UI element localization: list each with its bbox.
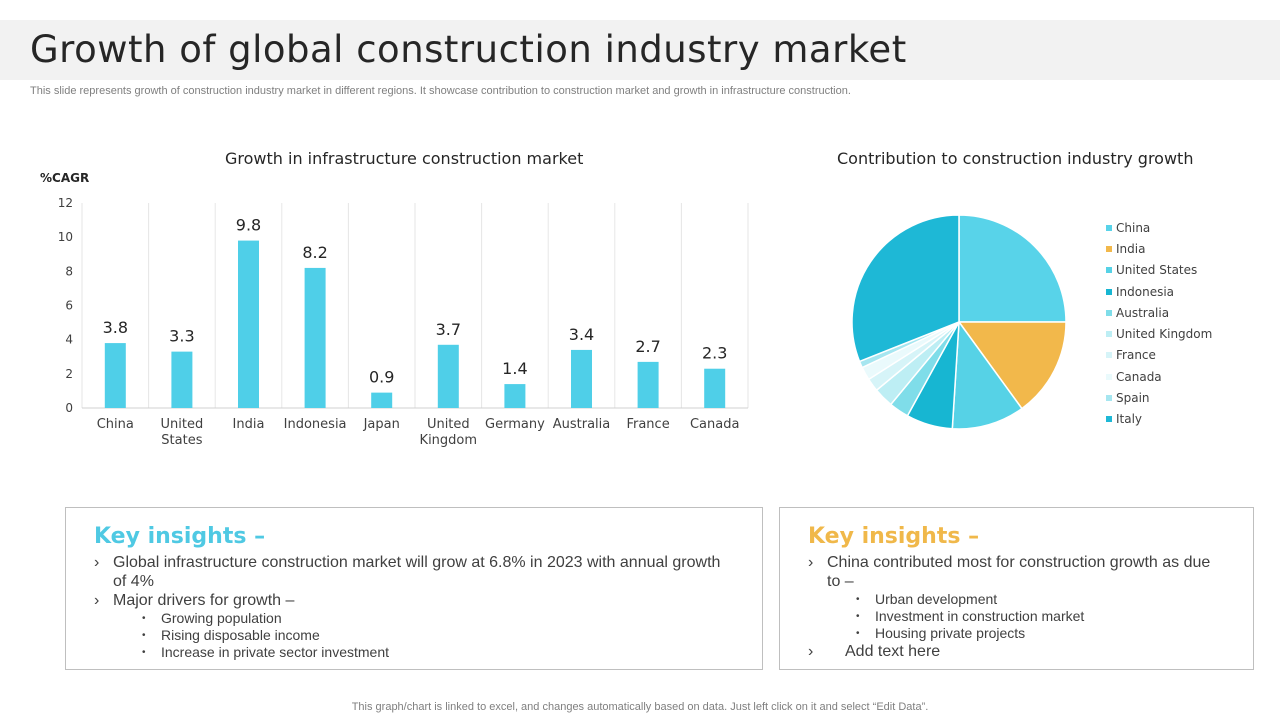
x-tick-label: Germany bbox=[485, 417, 545, 432]
page-subtitle: This slide represents growth of construc… bbox=[30, 85, 851, 97]
title-bar bbox=[0, 20, 1280, 80]
bar-value-label: 3.3 bbox=[169, 327, 194, 346]
legend-item: Canada bbox=[1106, 366, 1212, 387]
insight-subpoint: Rising disposable income bbox=[142, 627, 732, 644]
insight-subpoint: Housing private projects bbox=[856, 625, 1223, 642]
insights-right-heading: Key insights – bbox=[808, 524, 980, 549]
bar-value-label: 0.9 bbox=[369, 368, 394, 387]
insights-right-box: Key insights – China contributed most fo… bbox=[779, 507, 1254, 670]
bar-value-label: 3.8 bbox=[103, 318, 128, 337]
bar bbox=[104, 343, 126, 408]
legend-swatch bbox=[1106, 224, 1112, 231]
bar bbox=[704, 368, 726, 408]
legend-label: Italy bbox=[1116, 412, 1143, 427]
bar bbox=[238, 240, 259, 408]
x-tick-label: Canada bbox=[690, 417, 739, 432]
legend-item: Australia bbox=[1106, 302, 1212, 323]
y-tick-label: 6 bbox=[65, 299, 73, 313]
page-title: Growth of global construction industry m… bbox=[30, 28, 907, 71]
bar bbox=[637, 361, 659, 408]
legend-swatch bbox=[1106, 352, 1112, 359]
y-tick-label: 2 bbox=[65, 367, 73, 381]
x-tick-label: United States bbox=[161, 417, 204, 448]
legend-label: Spain bbox=[1116, 391, 1150, 406]
y-tick-label: 4 bbox=[65, 333, 73, 347]
insight-subpoint: Urban development bbox=[856, 591, 1223, 608]
insight-point: China contributed most for construction … bbox=[808, 553, 1223, 591]
x-tick-label: Japan bbox=[363, 417, 400, 432]
x-tick-label: Australia bbox=[553, 417, 611, 432]
legend-label: Canada bbox=[1116, 369, 1162, 384]
legend-swatch bbox=[1106, 416, 1112, 423]
legend-label: United States bbox=[1116, 263, 1198, 278]
footer-note: This graph/chart is linked to excel, and… bbox=[351, 701, 929, 713]
bar-value-label: 2.3 bbox=[702, 344, 727, 363]
legend-label: China bbox=[1116, 220, 1151, 235]
y-tick-label: 0 bbox=[65, 401, 73, 415]
bar-value-label: 3.7 bbox=[436, 320, 461, 339]
x-tick-label: Indonesia bbox=[284, 417, 347, 432]
legend-label: France bbox=[1116, 348, 1156, 363]
legend-label: United Kingdom bbox=[1116, 327, 1213, 342]
bar-value-label: 1.4 bbox=[502, 359, 527, 378]
bar-value-label: 2.7 bbox=[635, 337, 660, 356]
bar-chart-title: Growth in infrastructure construction ma… bbox=[225, 149, 584, 168]
bar bbox=[371, 392, 393, 408]
bar-value-label: 9.8 bbox=[236, 216, 261, 235]
legend-swatch bbox=[1106, 245, 1112, 252]
legend-swatch bbox=[1106, 373, 1112, 380]
bar bbox=[304, 267, 326, 408]
legend-swatch bbox=[1106, 267, 1112, 274]
y-tick-label: 8 bbox=[65, 264, 73, 278]
legend-label: Australia bbox=[1116, 305, 1170, 320]
legend-item: France bbox=[1106, 345, 1212, 366]
bar bbox=[437, 344, 459, 408]
insight-subpoint: Growing population bbox=[142, 610, 732, 627]
legend-label: India bbox=[1116, 241, 1146, 256]
y-tick-label: 10 bbox=[58, 230, 73, 244]
insights-left-heading: Key insights – bbox=[94, 524, 266, 549]
legend-item: China bbox=[1106, 217, 1212, 238]
insight-point: Major drivers for growth – bbox=[94, 591, 732, 610]
x-tick-label: United Kingdom bbox=[420, 417, 478, 448]
y-tick-label: 12 bbox=[58, 196, 73, 210]
pie-legend: China India United States Indonesia Australi… bbox=[1106, 217, 1212, 430]
legend-swatch bbox=[1106, 288, 1112, 295]
x-tick-label: India bbox=[233, 417, 265, 432]
pie-chart-title: Contribution to construction industry gr… bbox=[837, 149, 1194, 168]
legend-swatch bbox=[1106, 309, 1112, 316]
bar-value-label: 8.2 bbox=[302, 243, 327, 262]
bar bbox=[571, 349, 592, 408]
add-text-placeholder[interactable]: Add text here bbox=[808, 642, 1223, 661]
legend-label: Indonesia bbox=[1116, 284, 1175, 299]
x-tick-label: France bbox=[626, 417, 669, 432]
legend-item: Italy bbox=[1106, 409, 1212, 430]
insight-point: Global infrastructure construction marke… bbox=[94, 553, 732, 591]
bar bbox=[504, 384, 526, 408]
legend-swatch bbox=[1106, 331, 1112, 338]
legend-item: Spain bbox=[1106, 387, 1212, 408]
insight-subpoint: Increase in private sector investment bbox=[142, 644, 732, 661]
bar-value-label: 3.4 bbox=[569, 325, 594, 344]
legend-swatch bbox=[1106, 395, 1112, 402]
legend-item: United Kingdom bbox=[1106, 323, 1212, 344]
bar bbox=[171, 351, 193, 408]
legend-item: United States bbox=[1106, 260, 1212, 281]
insight-subpoint: Investment in construction market bbox=[856, 608, 1223, 625]
insights-left-box: Key insights – Global infrastructure con… bbox=[65, 507, 763, 670]
x-tick-label: China bbox=[97, 417, 134, 432]
legend-item: India bbox=[1106, 238, 1212, 259]
legend-item: Indonesia bbox=[1106, 281, 1212, 302]
bar-chart-ylabel: %CAGR bbox=[40, 171, 90, 185]
